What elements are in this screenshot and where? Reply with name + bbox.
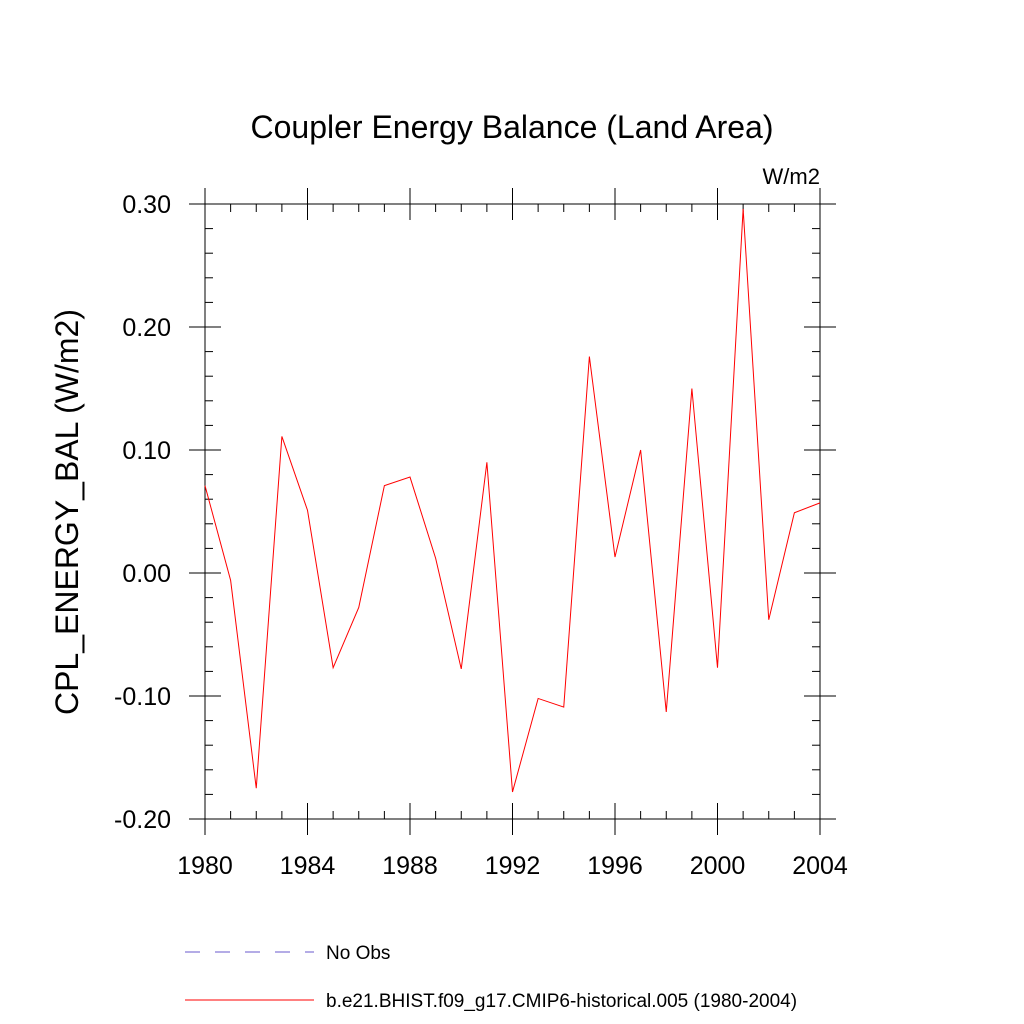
data-point	[820, 502, 821, 503]
data-point	[435, 558, 436, 559]
tick-labels: 1980 1984 1988 1992 1996 2000 2004 -0.20 -0.10 0.…	[114, 191, 848, 880]
data-point	[410, 477, 411, 478]
y-tick-label: -0.10	[114, 683, 171, 711]
data-point	[615, 557, 616, 558]
x-tick-label: 1988	[382, 852, 438, 880]
data-point	[384, 485, 385, 486]
data-point	[640, 450, 641, 451]
series-line	[204, 208, 821, 793]
data-point	[486, 462, 487, 463]
x-tick-label: 2000	[690, 852, 746, 880]
data-point	[230, 580, 231, 581]
x-tick-label: 1980	[177, 852, 233, 880]
data-point	[563, 707, 564, 708]
data-point	[358, 607, 359, 608]
y-tick-label: 0.00	[122, 560, 171, 588]
data-point	[256, 788, 257, 789]
y-tick-label: 0.10	[122, 437, 171, 465]
y-tick-label: -0.20	[114, 806, 171, 834]
x-tick-label: 1992	[485, 852, 541, 880]
data-point	[717, 667, 718, 668]
legend-label: b.e21.BHIST.f09_g17.CMIP6-historical.005…	[326, 991, 797, 1012]
y-axis-label: CPL_ENERGY_BAL (W/m2)	[49, 309, 85, 715]
data-point	[768, 619, 769, 620]
chart-title: Coupler Energy Balance (Land Area)	[251, 109, 774, 145]
data-point	[512, 791, 513, 792]
data-point	[589, 356, 590, 357]
data-point	[281, 436, 282, 437]
legend-label: No Obs	[326, 943, 390, 964]
data-point	[307, 510, 308, 511]
x-tick-label: 2004	[792, 852, 848, 880]
data-point	[691, 388, 692, 389]
data-point	[794, 512, 795, 513]
legend: No Obs b.e21.BHIST.f09_g17.CMIP6-historic…	[185, 943, 797, 1012]
data-point	[333, 667, 334, 668]
series-group	[204, 208, 821, 793]
axis-ticks	[189, 188, 836, 835]
x-tick-label: 1996	[587, 852, 643, 880]
data-point	[538, 698, 539, 699]
y-tick-label: 0.20	[122, 314, 171, 342]
data-point	[205, 485, 206, 486]
data-point	[666, 711, 667, 712]
plot-frame	[204, 203, 821, 820]
y-tick-label: 0.30	[122, 191, 171, 219]
data-point	[743, 208, 744, 209]
units-label: W/m2	[763, 164, 820, 189]
data-point	[461, 668, 462, 669]
x-tick-label: 1984	[280, 852, 336, 880]
